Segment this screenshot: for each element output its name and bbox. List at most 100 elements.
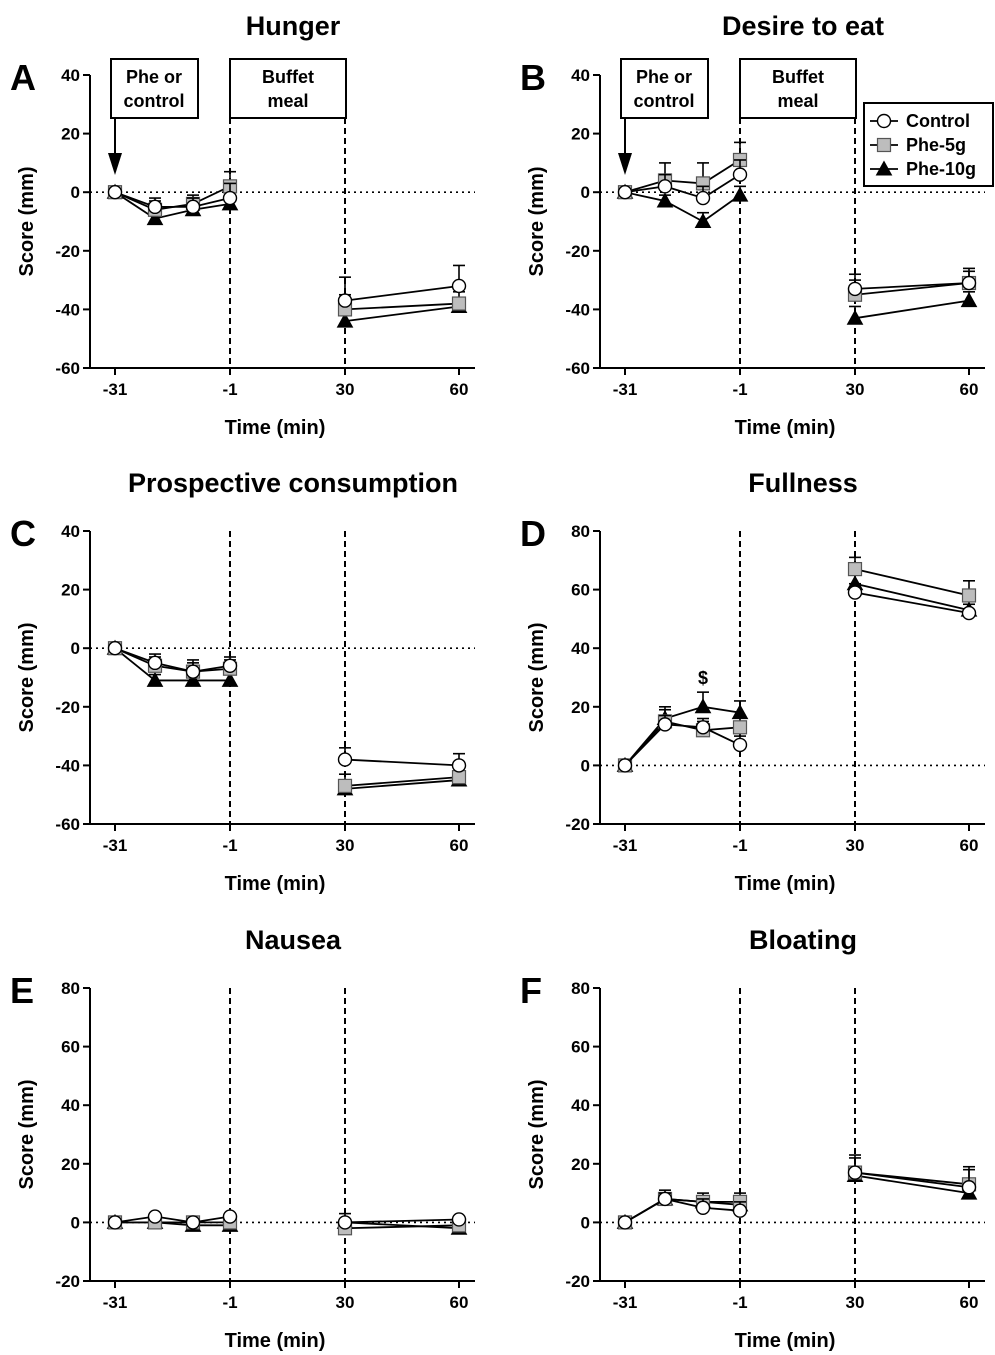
- phe-box-label: Phe or: [126, 67, 182, 87]
- legend-label: Phe-10g: [906, 159, 976, 179]
- data-point: [451, 278, 467, 294]
- y-tick-label: 0: [71, 639, 80, 658]
- y-tick-label: -60: [565, 359, 590, 378]
- data-point: [147, 1209, 163, 1224]
- data-point: [146, 210, 164, 226]
- x-tick-label: 30: [846, 380, 865, 399]
- phe-box-label: Phe or: [636, 67, 692, 87]
- legend-marker: [876, 137, 892, 153]
- series-line: [624, 1198, 741, 1224]
- data-point: [337, 752, 353, 767]
- dosing-arrow-head: [618, 153, 632, 175]
- y-tick-label: 80: [571, 522, 590, 541]
- y-axis-label: Score (mm): [16, 622, 38, 732]
- series-line: [624, 723, 741, 767]
- y-tick-label: 0: [581, 1213, 590, 1232]
- y-tick-label: 0: [581, 183, 590, 202]
- y-tick-label: 80: [61, 979, 80, 998]
- data-point: [617, 184, 633, 200]
- data-point: [185, 664, 201, 679]
- buffet-box-label: Buffet: [772, 67, 824, 87]
- x-tick-label: 60: [960, 836, 979, 855]
- panel-a: Hunger A 40 20 0 -20 -40 -60 -31 -1 30 60 Time (min)…: [10, 11, 475, 439]
- data-point: [451, 296, 467, 311]
- legend-marker: [875, 160, 893, 176]
- legend: Control Phe-5g Phe-10g: [863, 102, 994, 187]
- data-point: [221, 671, 239, 687]
- series-control: [617, 159, 977, 297]
- y-axis-label: Score (mm): [526, 166, 548, 276]
- y-tick-label: 40: [571, 1096, 590, 1115]
- series-line: [344, 285, 460, 302]
- x-tick-label: -1: [732, 380, 747, 399]
- y-tick-label: 60: [571, 581, 590, 600]
- series-line: [624, 191, 741, 223]
- data-point: [694, 212, 712, 228]
- series-phe-10g: [616, 183, 978, 325]
- data-point: [847, 1165, 863, 1180]
- series-phe-5g: [617, 1154, 977, 1230]
- x-tick-label: 60: [960, 1293, 979, 1312]
- panel-c: Prospective consumption C 40 20 0 -20 -40 -60 -3…: [10, 468, 475, 895]
- legend-marker: [876, 113, 892, 129]
- phe-box: [110, 58, 199, 119]
- panel-b-letter: B: [520, 57, 546, 98]
- buffet-box: [229, 58, 347, 119]
- data-point: [222, 1209, 238, 1224]
- series-line: [344, 1218, 460, 1224]
- y-tick-label: 20: [61, 1155, 80, 1174]
- data-point: [695, 1200, 711, 1215]
- series-line: [624, 720, 741, 767]
- data-point: [732, 167, 748, 182]
- x-tick-label: 60: [450, 836, 469, 855]
- x-axis-label: Time (min): [735, 417, 836, 439]
- data-point: [732, 737, 748, 753]
- data-point: [961, 1180, 977, 1195]
- y-tick-label: -20: [55, 698, 80, 717]
- panel-a-letter: A: [10, 57, 36, 98]
- panel-a-title: Hunger: [246, 11, 341, 41]
- data-point: [222, 658, 238, 673]
- series-line: [854, 1174, 970, 1194]
- data-point: [657, 1191, 673, 1207]
- series-control: [107, 640, 467, 773]
- series-control: [617, 1157, 977, 1230]
- buffet-box-label: Buffet: [262, 67, 314, 87]
- series-control: [107, 182, 467, 308]
- y-tick-label: 40: [571, 66, 590, 85]
- series-control: [107, 1209, 467, 1230]
- data-point: [960, 292, 978, 308]
- panel-d-letter: D: [520, 513, 546, 554]
- data-point: [617, 1215, 633, 1230]
- series-line: [114, 647, 230, 682]
- y-tick-label: -20: [565, 242, 590, 261]
- x-axis-label: Time (min): [735, 873, 836, 895]
- y-tick-label: 20: [61, 125, 80, 144]
- y-tick-label: -40: [55, 300, 80, 319]
- data-point: [184, 671, 202, 687]
- y-tick-label: -20: [565, 815, 590, 834]
- series-line: [114, 647, 231, 673]
- data-point: [337, 293, 353, 308]
- x-tick-label: -1: [732, 836, 747, 855]
- x-tick-label: -31: [613, 380, 638, 399]
- series-phe-10g: [616, 571, 978, 772]
- data-point: [846, 309, 864, 325]
- series-line: [344, 1224, 460, 1230]
- series-line: [344, 758, 460, 767]
- x-axis-label: Time (min): [225, 873, 326, 895]
- y-tick-label: -20: [565, 1272, 590, 1291]
- data-point: [656, 192, 674, 208]
- panel-e-letter: E: [10, 970, 34, 1011]
- series-line: [344, 1221, 460, 1230]
- y-tick-label: 20: [571, 1155, 590, 1174]
- series-phe-5g: [617, 556, 977, 773]
- data-point: [732, 720, 748, 735]
- series-line: [344, 302, 460, 311]
- x-tick-label: -31: [103, 1293, 128, 1312]
- panel-e: Nausea E 80 60 40 20 0 -20 -31 -1 30 60 Time (min) Sc…: [10, 925, 475, 1352]
- data-point: [847, 561, 863, 577]
- x-tick-label: 30: [336, 380, 355, 399]
- series-control: [617, 582, 977, 773]
